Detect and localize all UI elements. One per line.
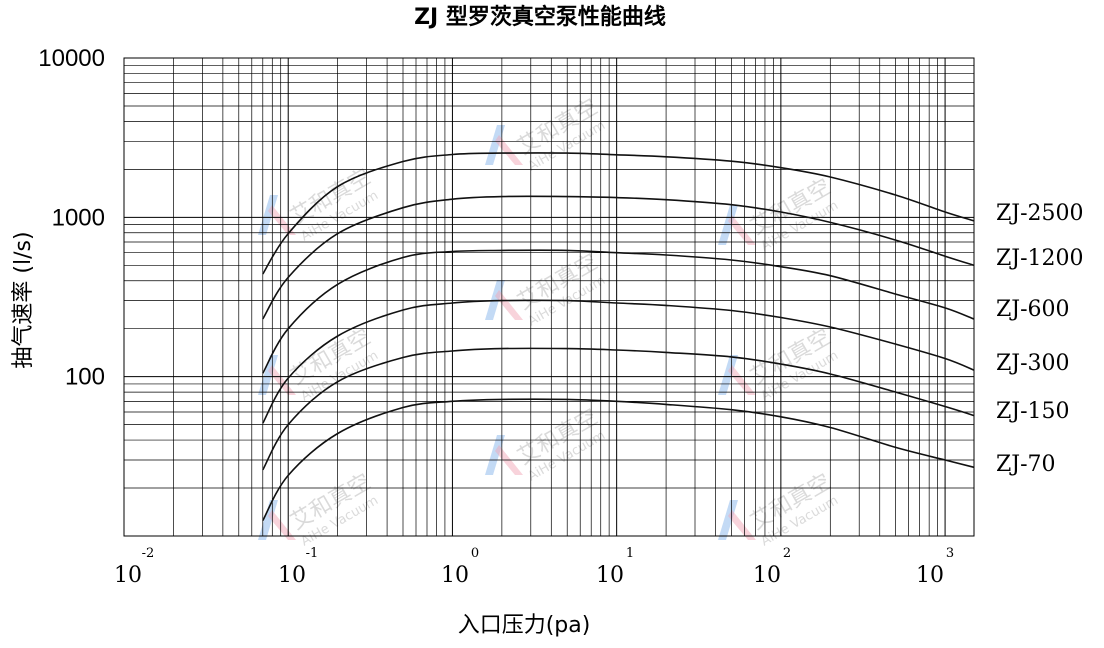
watermark-logo-x <box>728 510 756 540</box>
watermark-logo-x <box>728 215 756 245</box>
series-label-zj-70: ZJ-70 <box>996 452 1056 477</box>
watermark-logo-x <box>268 205 296 235</box>
series-line-zj-600 <box>262 249 975 374</box>
watermark-logo-a <box>718 500 738 540</box>
x-tick-exponent: 3 <box>946 546 954 561</box>
y-axis-label: 抽气速率 (l/s) <box>11 231 36 368</box>
series-curves <box>262 152 975 521</box>
chart-title: ZJ 型罗茨真空泵性能曲线 <box>414 4 666 30</box>
watermark-logo-a <box>718 205 738 245</box>
x-tick-base: 10 <box>916 563 944 588</box>
x-tick-base: 10 <box>278 563 306 588</box>
x-tick-exponent: 1 <box>626 546 634 561</box>
watermark-logo-a <box>485 435 505 475</box>
x-axis-label: 入口压力(pa) <box>458 613 591 638</box>
x-tick-exponent: 0 <box>471 546 479 561</box>
series-label-zj-150: ZJ-150 <box>996 399 1070 424</box>
plot-frame <box>123 57 975 537</box>
x-tick-exponent: -1 <box>306 546 319 561</box>
y-tick-labels: 10000 1000 100 <box>38 45 105 391</box>
series-line-zj-2500 <box>262 152 975 275</box>
watermark-logo-a <box>485 125 505 165</box>
series-line-zj-1200 <box>262 195 975 320</box>
watermark-logo-x <box>268 365 296 395</box>
series-line-zj-300 <box>262 299 975 424</box>
watermark-logo-x <box>728 365 756 395</box>
y-tick-label: 1000 <box>52 204 105 231</box>
series-label-zj-1200: ZJ-1200 <box>996 246 1084 271</box>
x-tick-base: 10 <box>753 563 781 588</box>
x-tick-base: 10 <box>441 563 469 588</box>
watermark-logo-a <box>718 355 738 395</box>
watermark-logo-x <box>268 510 296 540</box>
grid <box>123 57 974 537</box>
y-tick-label: 10000 <box>38 45 105 72</box>
series-line-zj-70 <box>262 398 975 521</box>
x-tick-base: 10 <box>596 563 624 588</box>
series-line-zj-150 <box>262 347 975 471</box>
x-tick-exponent: 2 <box>783 546 791 561</box>
series-label-zj-600: ZJ-600 <box>996 297 1070 322</box>
series-label-zj-2500: ZJ-2500 <box>996 201 1084 226</box>
x-tick-base: 10 <box>114 563 142 588</box>
x-tick-exponent: -2 <box>142 546 155 561</box>
series-label-zj-300: ZJ-300 <box>996 351 1070 376</box>
y-tick-label: 100 <box>65 364 105 391</box>
series-labels: ZJ-2500 ZJ-1200 ZJ-600 ZJ-300 ZJ-150 ZJ-70 <box>996 201 1084 477</box>
